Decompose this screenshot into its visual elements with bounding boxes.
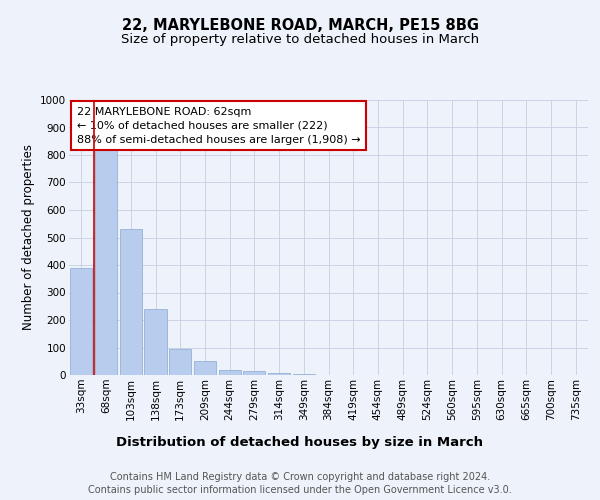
Text: Contains HM Land Registry data © Crown copyright and database right 2024.
Contai: Contains HM Land Registry data © Crown c… [88, 472, 512, 495]
Y-axis label: Number of detached properties: Number of detached properties [22, 144, 35, 330]
Bar [95, 147, 117, 375]
Bar [169, 349, 191, 375]
Bar [70, 268, 92, 375]
Text: Distribution of detached houses by size in March: Distribution of detached houses by size … [116, 436, 484, 449]
Text: Size of property relative to detached houses in March: Size of property relative to detached ho… [121, 32, 479, 46]
Bar [218, 370, 241, 375]
Bar [119, 229, 142, 375]
Text: 22, MARYLEBONE ROAD, MARCH, PE15 8BG: 22, MARYLEBONE ROAD, MARCH, PE15 8BG [121, 18, 479, 32]
Bar [243, 371, 265, 375]
Text: 22 MARYLEBONE ROAD: 62sqm
← 10% of detached houses are smaller (222)
88% of semi: 22 MARYLEBONE ROAD: 62sqm ← 10% of detac… [77, 107, 361, 145]
Bar [293, 374, 315, 375]
Bar [268, 373, 290, 375]
Bar [145, 309, 167, 375]
Bar [194, 360, 216, 375]
